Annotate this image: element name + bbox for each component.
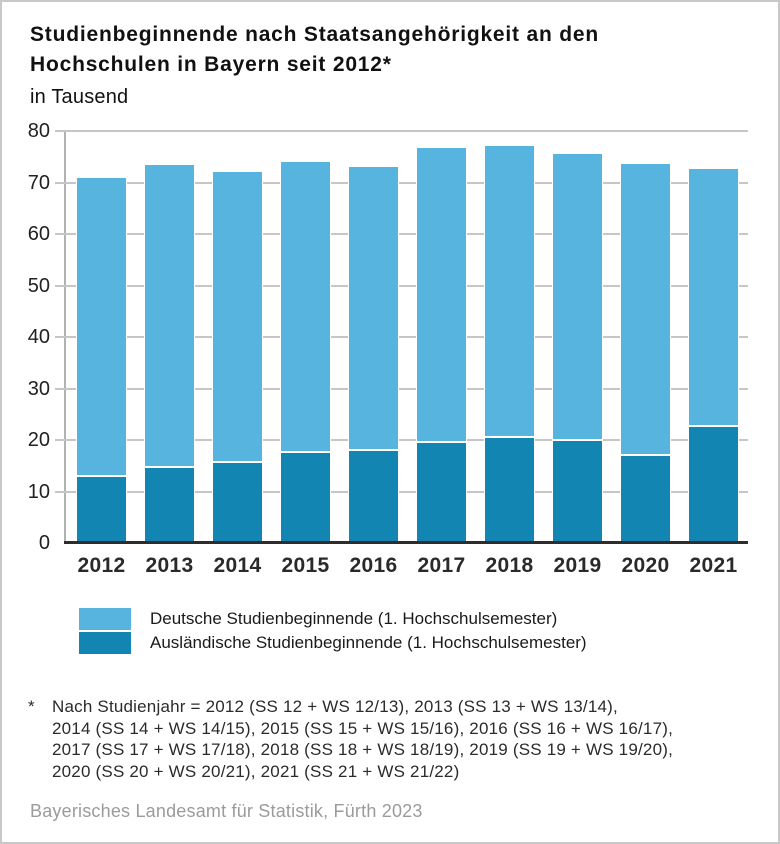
bar-segment-deutsche-2019	[552, 152, 603, 440]
gridline-80	[55, 130, 748, 132]
bar-segment-auslaendische-2018	[484, 436, 535, 543]
y-tick-label-30: 30	[27, 377, 50, 400]
bar-2019	[552, 152, 603, 543]
gridline-50	[55, 284, 748, 287]
footnote: * Nach Studienjahr = 2012 (SS 12 + WS 12…	[28, 696, 758, 783]
footnote-line: Nach Studienjahr = 2012 (SS 12 + WS 12/1…	[52, 697, 618, 716]
x-tick-label-2014: 2014	[213, 554, 262, 577]
bar-2013	[144, 164, 195, 543]
bar-segment-auslaendische-2012	[76, 476, 127, 543]
gridline-70	[55, 181, 748, 184]
bar-segment-auslaendische-2015	[280, 452, 331, 543]
gridline-30	[55, 387, 748, 390]
legend: Deutsche Studienbeginnende (1. Hochschul…	[79, 608, 587, 656]
x-tick-label-2020: 2020	[621, 554, 670, 577]
x-tick-label-2021: 2021	[689, 554, 738, 577]
footnote-marker: *	[28, 697, 35, 716]
y-tick-label-70: 70	[27, 171, 50, 194]
legend-label-auslaendische: Ausländische Studienbeginnende (1. Hochs…	[150, 633, 587, 652]
bar-segment-deutsche-2017	[416, 146, 467, 443]
bar-segment-deutsche-2015	[280, 161, 331, 453]
bar-segment-deutsche-2020	[620, 162, 671, 455]
y-tick-label-10: 10	[27, 480, 50, 503]
gridline-20	[55, 439, 748, 441]
bar-segment-auslaendische-2016	[348, 449, 399, 543]
x-tick-label-2018: 2018	[485, 554, 534, 577]
bar-segment-auslaendische-2019	[552, 439, 603, 543]
x-axis-labels: 2012 2013 2014 2015 2016 2017 2018 2019 2020 2021	[76, 554, 739, 578]
bar-segment-auslaendische-2020	[620, 454, 671, 543]
bar-segment-auslaendische-2021	[688, 426, 739, 543]
x-tick-label-2013: 2013	[145, 554, 194, 577]
bar-segment-deutsche-2013	[144, 164, 195, 467]
x-axis-baseline	[64, 541, 748, 544]
bars-row	[76, 131, 739, 543]
bar-2015	[280, 161, 331, 543]
bar-2017	[416, 146, 467, 543]
source-text: Bayerisches Landesamt für Statistik, Für…	[30, 801, 423, 821]
legend-item-deutsche: Deutsche Studienbeginnende (1. Hochschul…	[79, 608, 587, 630]
bar-2021	[688, 167, 739, 543]
footnote-line: 2020 (SS 20 + WS 20/21), 2021 (SS 21 + W…	[52, 762, 460, 782]
bar-segment-deutsche-2016	[348, 165, 399, 450]
bar-segment-deutsche-2018	[484, 144, 535, 437]
bar-2014	[212, 170, 263, 543]
legend-swatch-deutsche	[79, 608, 131, 630]
footnote-line: 2017 (SS 17 + WS 17/18), 2018 (SS 18 + W…	[52, 740, 674, 760]
bar-2020	[620, 162, 671, 543]
bar-segment-deutsche-2012	[76, 176, 127, 477]
legend-label-deutsche: Deutsche Studienbeginnende (1. Hochschul…	[150, 609, 558, 628]
gridline-40	[55, 336, 748, 338]
legend-swatch-auslaendische	[79, 632, 131, 654]
chart-subtitle-unit: in Tausend	[30, 86, 129, 108]
title-block: Studienbeginnende nach Staatsangehörigke…	[30, 20, 750, 112]
bar-2012	[76, 176, 127, 543]
y-tick-label-0: 0	[38, 532, 50, 554]
bar-2018	[484, 144, 535, 543]
y-tick-label-40: 40	[27, 326, 50, 348]
bar-segment-deutsche-2021	[688, 167, 739, 427]
x-tick-label-2017: 2017	[417, 554, 466, 577]
y-tick-label-60: 60	[27, 223, 50, 245]
bar-segment-auslaendische-2017	[416, 442, 467, 543]
y-tick-label-80: 80	[27, 120, 50, 142]
x-tick-label-2019: 2019	[553, 554, 602, 577]
chart-title-line-2: Hochschulen in Bayern seit 2012*	[30, 53, 392, 76]
bar-segment-deutsche-2014	[212, 170, 263, 463]
x-tick-label-2015: 2015	[281, 554, 330, 577]
bar-2016	[348, 165, 399, 543]
chart-title-line-1: Studienbeginnende nach Staatsangehörigke…	[30, 23, 599, 46]
plot-area: 0 10 20 30 40 50 60 70 80	[28, 120, 748, 554]
footnote-line: 2014 (SS 14 + WS 14/15), 2015 (SS 15 + W…	[52, 718, 674, 738]
x-tick-label-2016: 2016	[349, 554, 398, 577]
y-tick-label-20: 20	[27, 429, 50, 451]
gridline-10	[55, 490, 748, 493]
legend-item-auslaendische: Ausländische Studienbeginnende (1. Hochs…	[79, 632, 587, 654]
y-tick-label-50: 50	[27, 274, 50, 297]
bar-segment-auslaendische-2013	[144, 466, 195, 543]
x-tick-label-2012: 2012	[77, 554, 126, 577]
bar-segment-auslaendische-2014	[212, 462, 263, 543]
gridline-60	[55, 233, 748, 235]
footnote-lines: Nach Studienjahr = 2012 (SS 12 + WS 12/1…	[52, 696, 758, 783]
